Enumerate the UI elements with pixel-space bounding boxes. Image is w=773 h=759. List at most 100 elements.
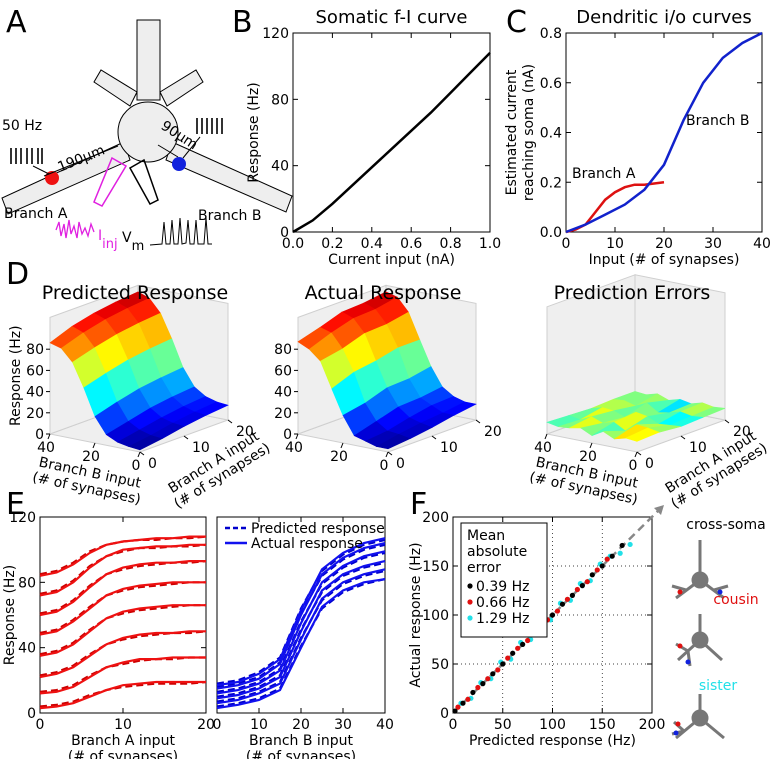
pipette-current	[93, 156, 128, 207]
y-tick-label: 50	[431, 657, 449, 673]
x-axis-label-line: (# of synapses)	[246, 749, 356, 759]
x-axis-label: Branch A input(# of synapses)	[660, 427, 770, 513]
x-tick-label: 20	[292, 717, 310, 733]
legend-title-line: absolute	[467, 544, 527, 560]
legend-box	[460, 522, 548, 638]
voltage-symbol: V	[122, 230, 132, 246]
y-tick	[137, 451, 141, 458]
x-axis-label: Branch A input(# of synapses)	[163, 427, 273, 513]
data-line	[565, 31, 763, 234]
y-tick-label: 0	[132, 458, 141, 474]
series-label: Branch B	[686, 113, 749, 129]
y-tick-label: 40	[271, 159, 289, 175]
x-tick-label: 40	[753, 236, 771, 252]
panel-letter: A	[6, 5, 27, 40]
plot-frame	[292, 32, 491, 233]
y-tick-label: 40	[285, 440, 303, 456]
x-tick-label: 150	[589, 717, 616, 733]
legend-label: 0.66 Hz	[476, 595, 530, 611]
x-tick-label: 200	[639, 717, 666, 733]
data-line	[565, 181, 665, 234]
condition-label: cousin	[713, 592, 758, 608]
branch-label: Branch B	[198, 208, 261, 224]
y-tick-label: 150	[422, 559, 449, 575]
x-tick	[431, 435, 437, 440]
icon-sister	[671, 694, 725, 740]
point	[627, 541, 633, 548]
x-tick	[183, 435, 189, 440]
x-axis-label: Branch B input (# of synapses)	[246, 733, 356, 759]
icon-soma	[691, 631, 709, 649]
legend-marker	[467, 615, 473, 621]
connector	[32, 165, 50, 175]
point	[594, 567, 600, 573]
x-axis-label: Predicted response (Hz)	[469, 733, 636, 749]
curve	[39, 543, 206, 597]
z-tick-label: 60	[26, 363, 44, 379]
curve	[216, 560, 386, 700]
curve	[39, 560, 206, 617]
point	[554, 608, 561, 614]
x-axis-label-line: Branch B input	[249, 733, 353, 749]
y-tick-label: 40	[534, 440, 552, 456]
y-tick-label: 0.8	[540, 26, 562, 42]
synapse-b	[172, 157, 186, 171]
icon-branch	[713, 584, 729, 592]
apical-branch	[93, 69, 138, 107]
curve	[39, 535, 206, 577]
point	[549, 612, 556, 618]
x-tick-label: 30	[704, 236, 722, 252]
x-tick-label: 50	[494, 717, 512, 733]
surface-facet	[375, 433, 411, 450]
distance-arrow	[43, 145, 119, 177]
curve	[216, 537, 386, 687]
x-tick-label: 10	[606, 236, 624, 252]
x-tick-label: 0	[645, 456, 654, 472]
x-tick	[636, 451, 642, 456]
point	[455, 704, 461, 710]
panel-letter: D	[6, 257, 29, 292]
legend-title-line: Mean	[467, 528, 505, 544]
x-tick	[227, 419, 233, 424]
apical-trunk	[136, 19, 161, 101]
point	[574, 586, 580, 593]
x-tick	[475, 419, 481, 424]
point	[515, 645, 521, 651]
point	[505, 655, 511, 661]
panel-letter: C	[506, 5, 527, 40]
x-tick-label: 0	[396, 456, 405, 472]
z-tick-label: 0	[35, 427, 44, 443]
y-tick-label: 120	[262, 26, 289, 42]
x-axis-label: Branch A input(# of synapses)	[68, 733, 178, 759]
point	[569, 592, 576, 599]
x-tick-label: 0.6	[400, 236, 422, 252]
icon-branch	[671, 584, 687, 592]
icon-synapse	[677, 589, 683, 595]
z-axis-label: Response (Hz)	[8, 325, 24, 426]
icon-soma	[691, 571, 709, 589]
point	[584, 579, 590, 585]
voltage-label: Vm	[122, 230, 144, 254]
y-tick-label: 20	[82, 449, 100, 465]
point	[617, 550, 623, 556]
y-tick-label: 20	[330, 449, 348, 465]
x-tick-label: 20	[484, 424, 502, 440]
point	[485, 676, 491, 682]
chart-title: Actual Response	[305, 282, 462, 304]
x-tick-label: 100	[539, 717, 566, 733]
y-tick	[385, 451, 389, 458]
legend-label: 1.29 Hz	[476, 611, 530, 627]
x-tick-label: 30	[334, 717, 352, 733]
point	[525, 637, 531, 644]
x-tick-label: 0.2	[321, 236, 343, 252]
y-tick-label: 0	[629, 458, 638, 474]
y-axis-label: Estimated currentreaching soma (nA)	[504, 64, 537, 201]
x-tick-label: 1.0	[479, 236, 501, 252]
x-tick-label: 0	[213, 717, 222, 733]
point	[500, 661, 506, 667]
y-tick	[589, 442, 593, 449]
point	[589, 572, 595, 578]
icon-synapse	[675, 721, 681, 727]
y-tick	[92, 442, 96, 449]
pipette-voltage	[128, 158, 159, 205]
